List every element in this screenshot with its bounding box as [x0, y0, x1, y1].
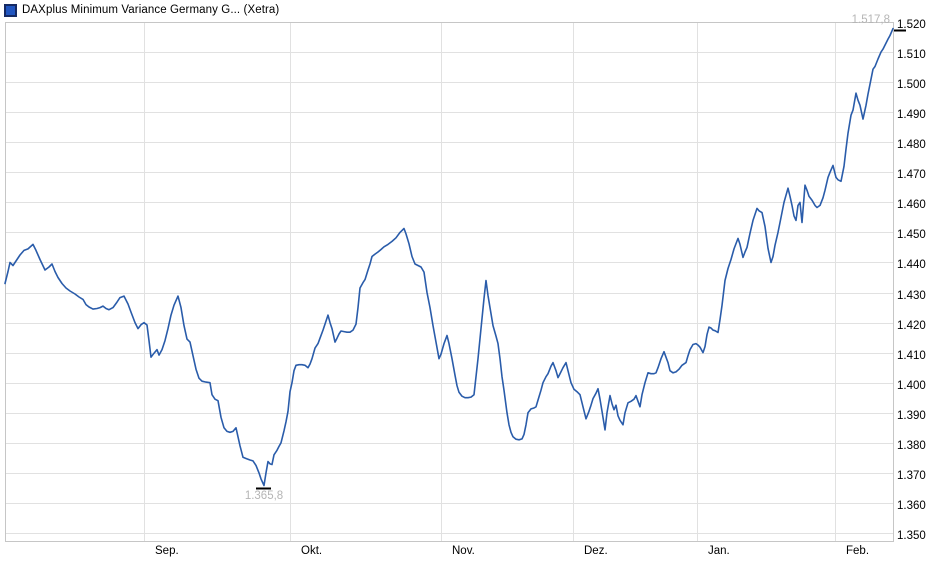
- y-axis-tick-label: 1.460: [897, 199, 926, 211]
- y-axis-tick-label: 1.470: [897, 169, 926, 181]
- chart-title-bar: DAXplus Minimum Variance Germany G... (X…: [4, 3, 279, 17]
- x-axis-month-label: Dez.: [584, 545, 608, 557]
- plot-border: [5, 22, 894, 542]
- y-axis-tick-label: 1.510: [897, 49, 926, 61]
- y-axis-tick-label: 1.520: [897, 19, 926, 31]
- y-axis-tick-label: 1.360: [897, 500, 926, 512]
- chart-title: DAXplus Minimum Variance Germany G... (X…: [22, 4, 280, 16]
- y-axis-tick-label: 1.430: [897, 290, 926, 302]
- y-axis-tick-label: 1.420: [897, 320, 926, 332]
- x-axis-month-label: Sep.: [155, 545, 179, 557]
- gridlines: [5, 22, 894, 542]
- y-axis-tick-label: 1.400: [897, 380, 926, 392]
- y-axis-tick-label: 1.450: [897, 229, 926, 241]
- x-axis-month-label: Okt.: [301, 545, 323, 557]
- series-color-swatch-icon: [4, 3, 17, 17]
- value-tick-marks: [256, 29, 906, 490]
- x-axis-month-label: Nov.: [452, 545, 475, 557]
- y-axis-tick-label: 1.440: [897, 259, 926, 271]
- y-axis-tick-label: 1.490: [897, 109, 926, 121]
- value-annotation-low: 1.365,8: [244, 490, 284, 502]
- x-axis-month-label: Feb.: [846, 545, 870, 557]
- y-axis-tick-label: 1.500: [897, 79, 926, 91]
- y-axis-tick-label: 1.480: [897, 139, 926, 151]
- x-axis-month-label: Jan.: [708, 545, 730, 557]
- price-line: [4, 27, 894, 487]
- y-axis-tick-label: 1.410: [897, 350, 926, 362]
- y-axis-tick-label: 1.380: [897, 440, 926, 452]
- y-axis-tick-label: 1.350: [897, 530, 926, 542]
- value-annotation-last: 1.517,8: [851, 14, 890, 26]
- y-axis-tick-label: 1.370: [897, 470, 926, 482]
- y-axis-tick-label: 1.390: [897, 410, 926, 422]
